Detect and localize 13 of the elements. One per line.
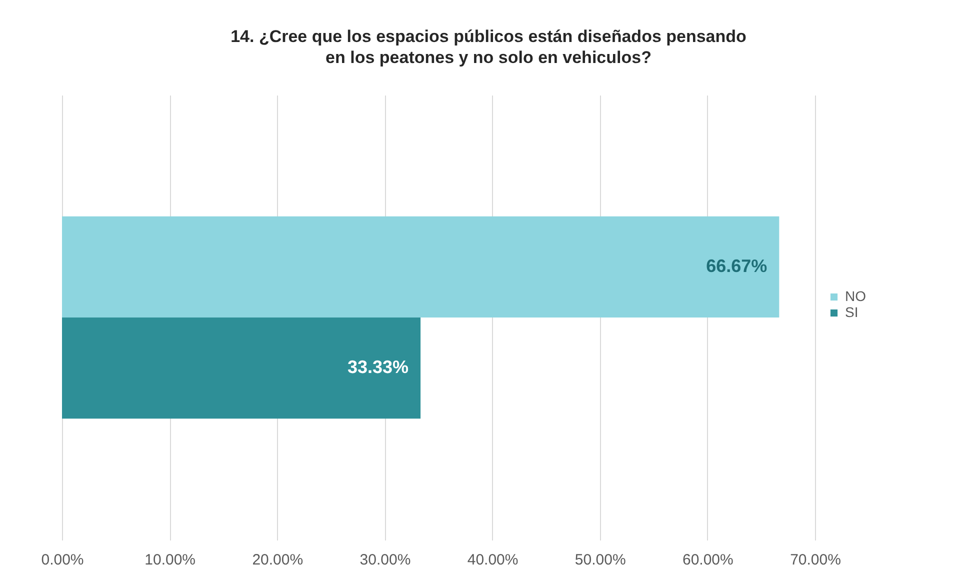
x-tick-label: 20.00% — [252, 552, 304, 568]
x-tick-label: 10.00% — [144, 552, 196, 568]
x-tick-label: 60.00% — [682, 552, 734, 568]
data-label: 66.67% — [706, 256, 768, 276]
x-tick-label: 30.00% — [360, 552, 411, 568]
x-tick-label: 40.00% — [467, 552, 518, 568]
chart-title: 14. ¿Cree que los espacios públicos están diseñados pensando en los peatones y no solo en vehiculos? — [230, 27, 746, 67]
legend-label: SI — [845, 304, 858, 320]
x-tick-label: 70.00% — [790, 552, 841, 568]
data-label: 33.33% — [347, 357, 409, 378]
x-tick-label: 0.00% — [41, 552, 84, 568]
x-tick-label: 50.00% — [574, 552, 626, 568]
legend-label: NO — [845, 288, 866, 304]
